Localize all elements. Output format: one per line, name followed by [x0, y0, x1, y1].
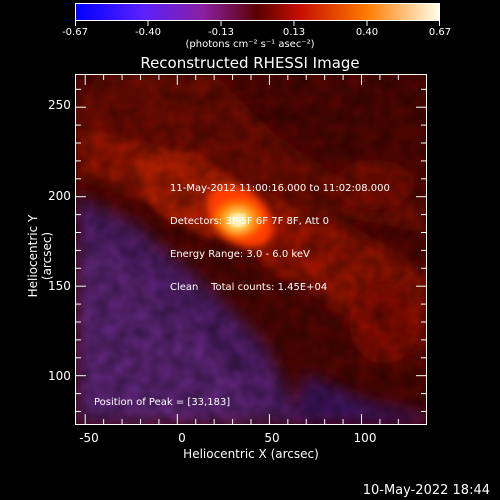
colorbar-tick-label: 0.13 [282, 27, 306, 38]
x-axis-label: Heliocentric X (arcsec) [183, 447, 319, 461]
peak-position-label: Position of Peak = [33,183] [94, 397, 231, 408]
x-tick-label: 50 [264, 431, 280, 445]
image-plot: 11-May-2012 11:00:16.000 to 11:02:08.000… [75, 74, 427, 425]
colorbar-tick-label: -0.13 [208, 27, 234, 38]
x-tick-label: -50 [79, 431, 99, 445]
info-energy-range: Energy Range: 3.0 - 6.0 keV [170, 249, 310, 260]
timestamp: 10-May-2022 18:44 [362, 483, 490, 498]
observation-info: 11-May-2012 11:00:16.000 to 11:02:08.000… [170, 161, 390, 315]
info-time-range: 11-May-2012 11:00:16.000 to 11:02:08.000 [170, 183, 390, 194]
y-tick-label: 200 [48, 189, 71, 203]
x-tick-label: 0 [178, 431, 186, 445]
y-tick-label: 250 [48, 98, 71, 112]
y-axis-label: Heliocentric Y (arcsec) [26, 214, 54, 298]
info-method-counts: Clean Total counts: 1.45E+04 [170, 282, 328, 293]
colorbar-tick-label: 0.67 [428, 27, 452, 38]
y-tick-label: 100 [48, 369, 71, 383]
info-detectors: Detectors: 3F 5F 6F 7F 8F, Att 0 [170, 216, 330, 227]
colorbar [75, 3, 440, 21]
colorbar-unit-label: (photons cm⁻² s⁻¹ asec⁻²) [185, 39, 315, 50]
colorbar-tick-label: -0.40 [135, 27, 161, 38]
plot-title: Reconstructed RHESSI Image [140, 54, 360, 72]
colorbar-ticks [75, 21, 440, 26]
x-tick-label: 100 [353, 431, 377, 445]
colorbar-tick-label: -0.67 [62, 27, 88, 38]
y-tick-label: 150 [48, 279, 71, 293]
solar-image [76, 75, 426, 424]
colorbar-tick-label: 0.40 [355, 27, 379, 38]
